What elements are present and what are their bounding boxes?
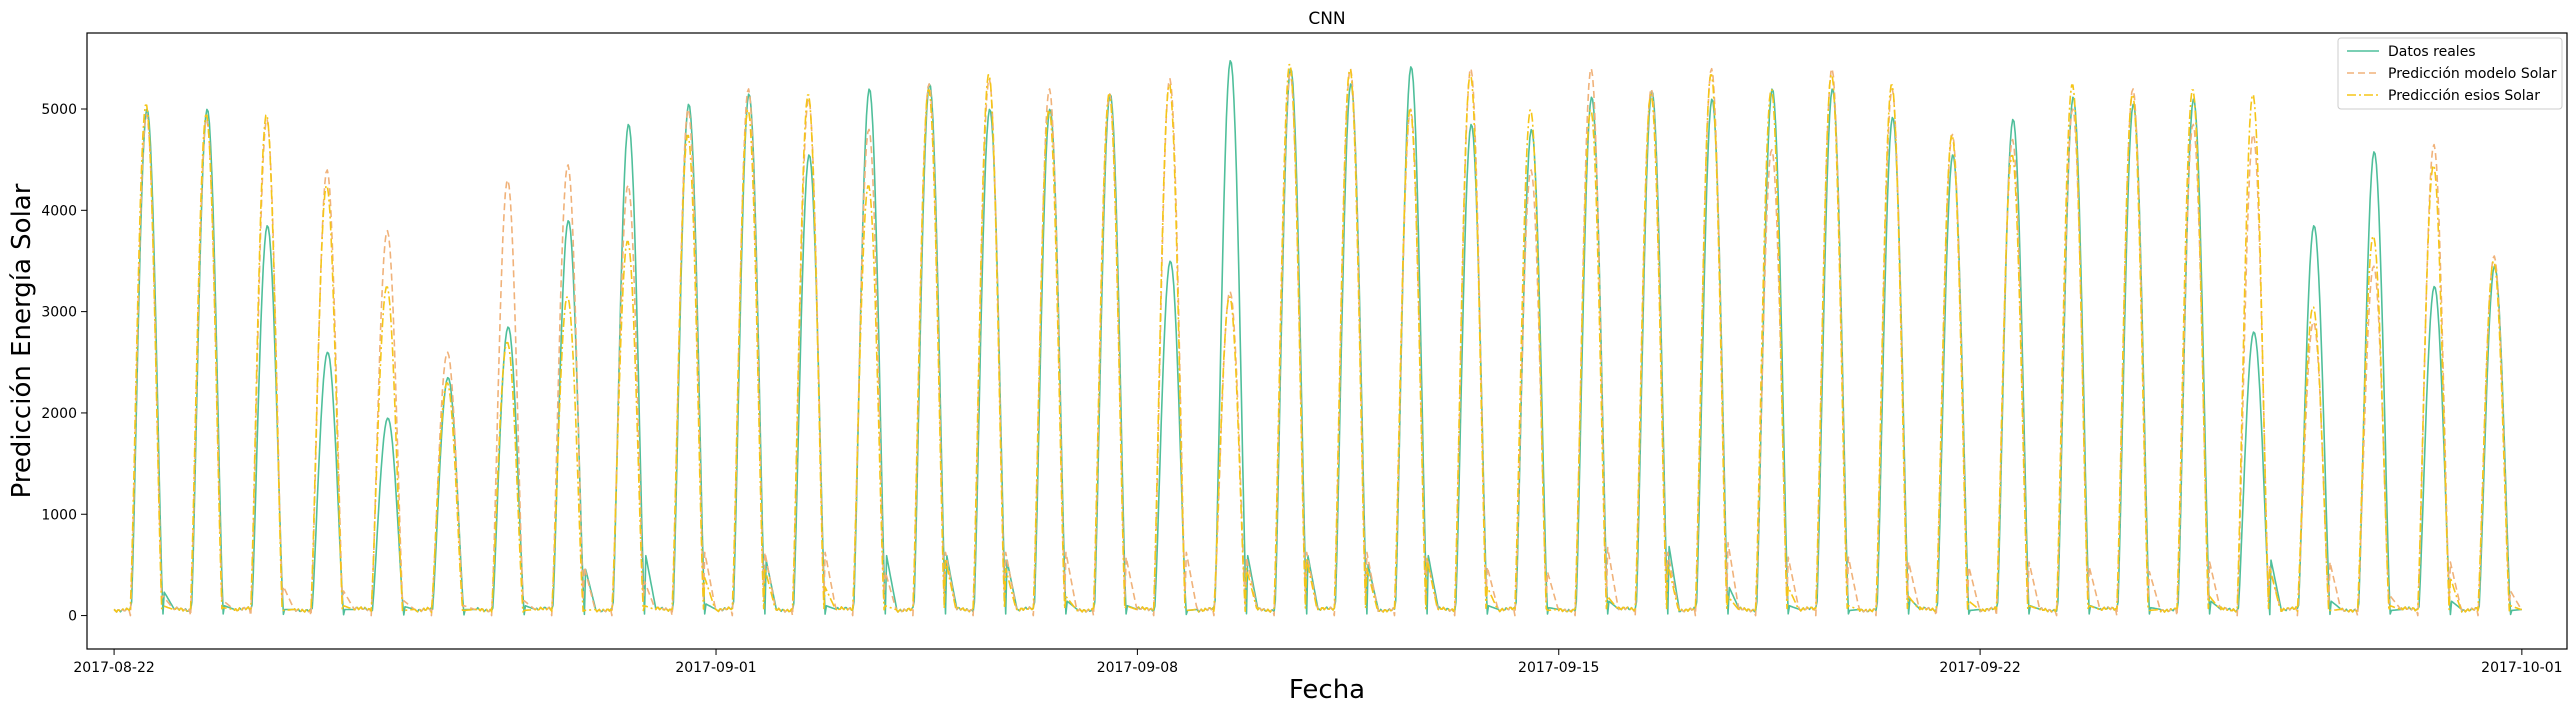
y-axis-label: Predicción Energía Solar	[7, 183, 37, 498]
y-tick-label: 3000	[41, 305, 77, 321]
x-tick-label: 2017-09-22	[1939, 660, 2020, 676]
y-tick-label: 2000	[41, 406, 77, 422]
y-tick-label: 0	[68, 609, 77, 625]
legend-label-1: Datos reales	[2388, 44, 2476, 60]
y-tick-label: 5000	[41, 102, 77, 118]
legend-label-2: Predicción modelo Solar	[2388, 66, 2557, 82]
x-axis-label: Fecha	[1289, 675, 1365, 705]
x-axis: 2017-08-22 2017-09-01 2017-09-08 2017-09-15…	[73, 649, 2563, 676]
x-tick-label: 2017-09-15	[1518, 660, 1599, 676]
x-tick-label: 2017-08-22	[73, 660, 154, 676]
x-tick-label: 2017-09-08	[1097, 660, 1178, 676]
legend: Datos reales Predicción modelo Solar Predi…	[2337, 37, 2563, 110]
plot-frame	[86, 32, 2568, 650]
series-layer	[113, 60, 2523, 617]
chart-title: CNN	[1308, 9, 1345, 29]
legend-frame	[2337, 37, 2563, 110]
x-tick-label: 2017-10-01	[2481, 660, 2562, 676]
y-tick-label: 4000	[41, 203, 77, 219]
legend-label-3: Predicción esios Solar	[2388, 88, 2540, 104]
x-tick-label: 2017-09-01	[675, 660, 756, 676]
series-line-3	[113, 63, 2522, 614]
y-tick-label: 1000	[41, 507, 77, 523]
y-axis: 0 1000 2000 3000 4000 5000	[41, 102, 87, 625]
